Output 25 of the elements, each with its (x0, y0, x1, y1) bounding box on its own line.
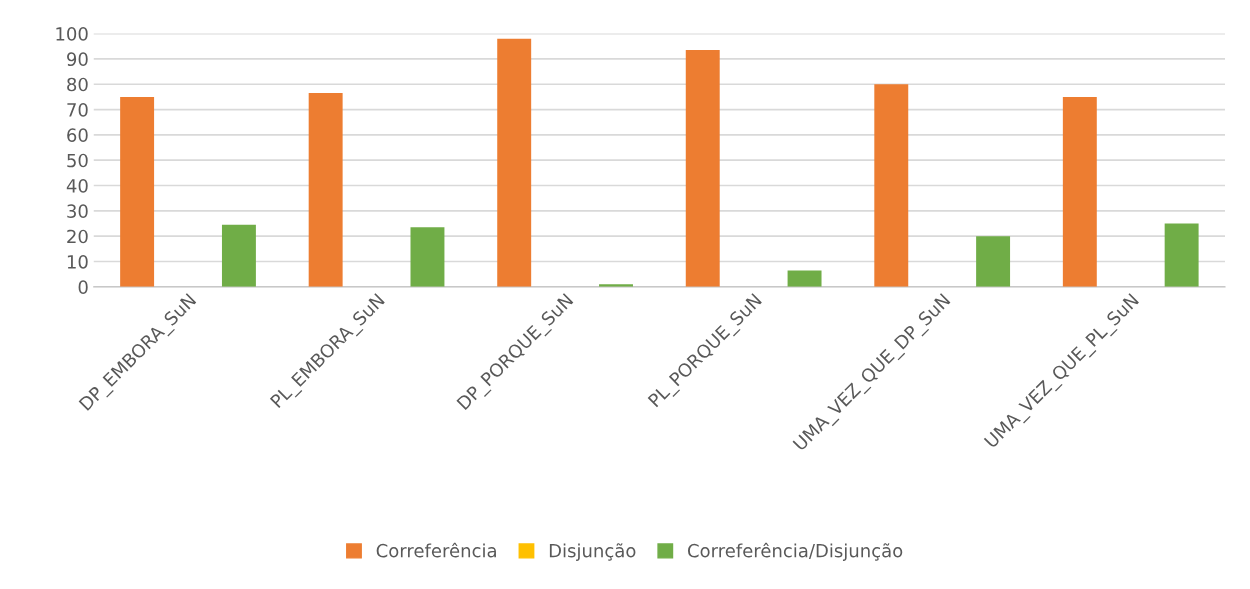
bar (497, 38, 532, 287)
y-tick-label: 40 (66, 178, 88, 193)
y-tick-label: 60 (67, 128, 88, 142)
bar (874, 84, 909, 287)
y-tick-label: 80 (67, 77, 88, 92)
bar (410, 227, 445, 287)
y-tick-label: 0 (78, 280, 88, 294)
y-tick-label: 50 (67, 153, 88, 168)
bar (685, 50, 720, 287)
legend-label: Correferência/Disjunção (687, 542, 903, 561)
bar (120, 96, 155, 287)
legend-label: Disjunção (549, 543, 636, 561)
y-tick-label: 100 (56, 27, 88, 41)
bar (1062, 96, 1097, 287)
y-tick-label: 10 (67, 254, 88, 269)
legend-label: Correferência (376, 542, 496, 558)
bar (976, 236, 1011, 287)
y-tick-label: 30 (67, 204, 88, 218)
y-tick-label: 70 (67, 103, 88, 117)
bar (787, 270, 822, 287)
y-tick-label: 90 (67, 52, 88, 67)
y-tick-label: 20 (67, 229, 88, 244)
bar (221, 224, 256, 287)
bar (308, 93, 343, 287)
bar (1164, 223, 1199, 287)
